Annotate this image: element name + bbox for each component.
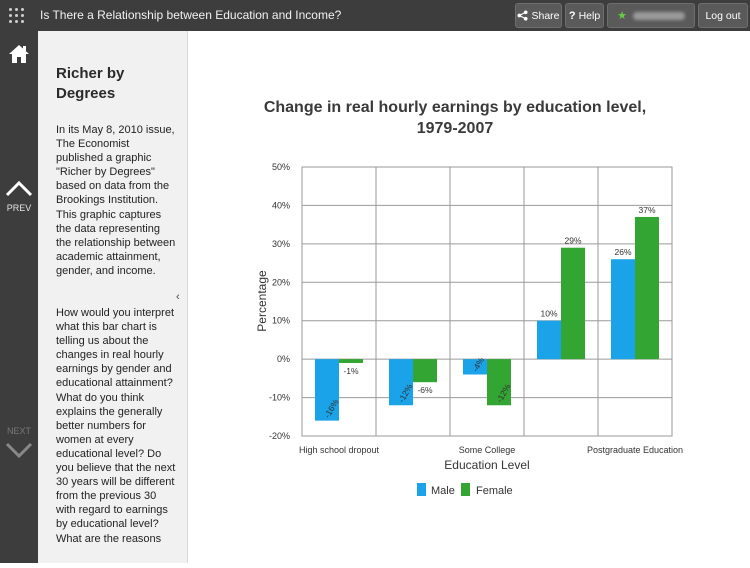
side-panel-title: Richer by Degrees [56,65,125,102]
chart-title-line2: 1979-2007 [417,120,494,137]
y-tick-label: 0% [277,354,290,364]
y-tick-label: 40% [272,200,290,210]
redacted-username [632,11,685,20]
legend: Male Female [417,483,513,497]
chart-area: Change in real hourly earnings by educat… [189,31,750,563]
data-label: -6% [417,385,433,395]
data-label: 29% [564,236,581,246]
top-bar: Is There a Relationship between Educatio… [0,0,750,31]
left-nav-rail: PREV NEXT [0,31,38,563]
bar-female [561,247,585,360]
page-title: Is There a Relationship between Educatio… [40,8,342,22]
help-button[interactable]: ? Help [565,3,604,28]
data-label: 26% [614,247,631,257]
data-label: 37% [638,205,655,215]
y-axis-label: Percentage [255,270,269,332]
prev-label[interactable]: PREV [6,203,32,213]
share-icon [517,10,529,21]
bar-female [487,359,511,406]
bar-female [339,359,363,363]
y-tick-label: 50% [272,162,290,172]
y-tick-label: 20% [272,277,290,287]
share-label: Share [531,9,560,22]
bar-female [413,359,437,383]
data-label: -1% [343,366,359,376]
legend-label-female: Female [476,485,513,497]
y-tick-label: -20% [269,431,290,441]
bar-male [611,259,635,360]
star-icon: ★ [617,10,627,22]
y-tick-label: 10% [272,316,290,326]
legend-swatch-male [417,483,426,496]
next-label[interactable]: NEXT [6,426,31,436]
side-panel: Richer by Degrees In its May 8, 2010 iss… [38,31,188,563]
side-paragraph-questions: How would you interpret what this bar ch… [56,307,176,545]
y-tick-label: -10% [269,393,290,403]
bar-chart: Change in real hourly earnings by educat… [255,99,683,497]
home-icon[interactable] [8,44,30,64]
legend-label-male: Male [431,485,455,497]
y-tick-label: 30% [272,239,290,249]
user-account-button[interactable]: ★ [607,3,695,28]
apps-grid-icon[interactable] [9,8,25,24]
chart-title-line1: Change in real hourly earnings by educat… [264,99,646,116]
collapse-panel-icon[interactable]: ‹ [176,291,180,303]
bar-male [463,359,487,375]
share-button[interactable]: Share [515,3,562,28]
bar-male [315,359,339,421]
help-icon: ? [568,9,576,22]
help-label: Help [578,9,601,22]
x-tick-label: Postgraduate Education [587,445,683,455]
x-axis-label: Education Level [444,458,529,472]
bar-male [537,320,561,360]
side-paragraph-intro: In its May 8, 2010 issue, The Economist … [56,124,176,277]
next-chevron-icon[interactable] [5,441,33,459]
x-tick-label: High school dropout [299,445,380,455]
prev-chevron-icon[interactable] [5,179,33,197]
legend-swatch-female [461,483,470,496]
x-tick-label: Some College [459,445,516,455]
logout-button[interactable]: Log out [698,3,748,28]
bar-female [635,216,659,360]
bar-male [389,359,413,406]
data-label: 10% [540,309,557,319]
